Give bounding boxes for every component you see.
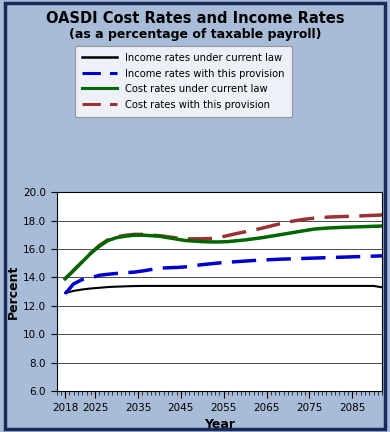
Text: OASDI Cost Rates and Income Rates: OASDI Cost Rates and Income Rates — [46, 11, 344, 26]
X-axis label: Year: Year — [204, 418, 235, 431]
Y-axis label: Percent: Percent — [7, 264, 20, 319]
Text: (as a percentage of taxable payroll): (as a percentage of taxable payroll) — [69, 28, 321, 41]
Legend: Income rates under current law, Income rates with this provision, Cost rates und: Income rates under current law, Income r… — [75, 46, 292, 117]
